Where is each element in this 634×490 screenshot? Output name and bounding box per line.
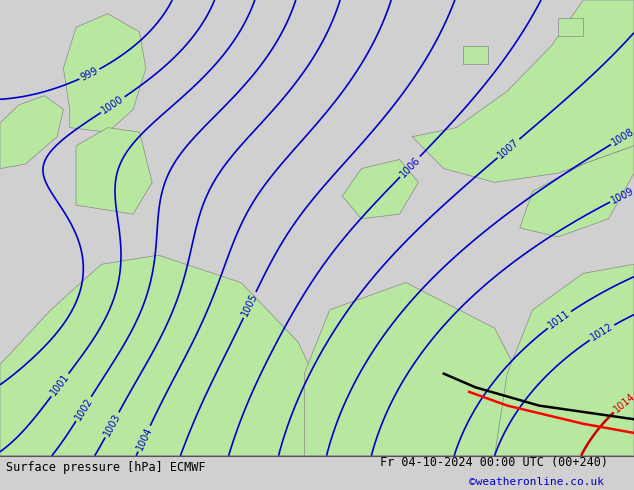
Text: 1004: 1004 <box>134 425 154 452</box>
Text: 1007: 1007 <box>496 137 521 160</box>
Text: 1012: 1012 <box>589 321 615 343</box>
Text: ©weatheronline.co.uk: ©weatheronline.co.uk <box>469 477 604 487</box>
Text: 999: 999 <box>79 66 100 83</box>
Text: 1001: 1001 <box>49 372 72 398</box>
Text: 1002: 1002 <box>73 396 94 422</box>
Text: 1005: 1005 <box>240 292 259 318</box>
Text: 1006: 1006 <box>398 154 422 179</box>
Text: 1011: 1011 <box>547 308 572 331</box>
Text: 1014: 1014 <box>612 392 634 415</box>
Text: Fr 04-10-2024 00:00 UTC (00+240): Fr 04-10-2024 00:00 UTC (00+240) <box>380 456 609 468</box>
Text: 1000: 1000 <box>100 94 126 116</box>
Text: 1009: 1009 <box>610 186 634 205</box>
Text: 1008: 1008 <box>610 126 634 147</box>
Polygon shape <box>0 0 634 456</box>
Text: Surface pressure [hPa] ECMWF: Surface pressure [hPa] ECMWF <box>6 462 206 474</box>
Text: 1003: 1003 <box>102 412 122 438</box>
